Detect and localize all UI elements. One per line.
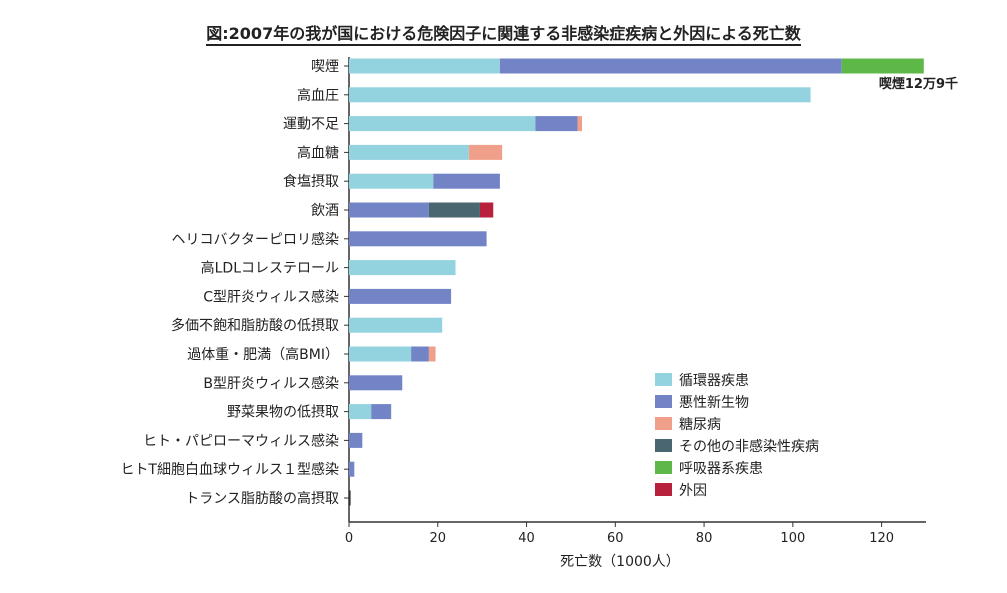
x-tick-label: 0: [345, 531, 353, 546]
chart-title-text: 図:2007年の我が国における危険因子に関連する非感染症疾病と外因による死亡数: [206, 24, 801, 46]
y-tick-label: ヘリコバクターピロリ感染: [172, 231, 339, 248]
bar-segment: [349, 260, 456, 276]
bar-segment: [499, 58, 842, 74]
bar-segment: [479, 202, 494, 218]
bar-segment: [349, 317, 443, 333]
legend-swatch: [655, 439, 672, 452]
y-tick-label: 高血圧: [297, 87, 339, 104]
bar-segment: [349, 144, 469, 160]
legend-swatch: [655, 373, 672, 386]
bar-segment: [349, 87, 811, 103]
legend-label: 糖尿病: [679, 417, 721, 433]
x-tick-label: 60: [607, 531, 624, 546]
y-tick-label: 高LDLコレステロール: [201, 260, 339, 277]
bar-segment: [841, 58, 924, 74]
legend-swatch: [655, 483, 672, 496]
bar-segment: [433, 173, 500, 189]
bar-segment: [411, 346, 429, 362]
bar-segment: [349, 346, 412, 362]
x-tick-label: 100: [780, 531, 805, 546]
legend-label: その他の非感染性疾病: [679, 438, 819, 455]
y-tick-label: C型肝炎ウィルス感染: [203, 288, 339, 305]
bar-segment: [428, 202, 480, 218]
legend-label: 悪性新生物: [679, 395, 749, 411]
y-tick-label: B型肝炎ウィルス感染: [203, 375, 339, 392]
bar-segment: [468, 144, 503, 160]
y-tick-label: ヒト・パピローマウィルス感染: [143, 432, 339, 449]
y-tick-label: 飲酒: [311, 203, 339, 219]
x-tick-label: 40: [518, 531, 535, 546]
y-tick-label: トランス脂肪酸の高摂取: [185, 490, 339, 507]
bar-annotation: 喫煙12万9千: [879, 76, 958, 92]
bar-segment: [349, 116, 536, 132]
bar-segment: [349, 461, 355, 477]
x-tick-label: 80: [696, 531, 713, 546]
chart-title: 図:2007年の我が国における危険因子に関連する非感染症疾病と外因による死亡数: [0, 20, 1007, 46]
legend-swatch: [655, 395, 672, 408]
legend-swatch: [655, 417, 672, 430]
y-tick-label: 野菜果物の低摂取: [227, 405, 339, 421]
bar-segment: [535, 116, 578, 132]
y-tick-label: 多価不飽和脂肪酸の低摂取: [171, 317, 339, 334]
bar-segment: [349, 375, 403, 391]
x-axis-label: 死亡数（1000人）: [560, 554, 680, 570]
legend-label: 外因: [679, 483, 707, 499]
bar-segment: [349, 404, 372, 420]
legend-label: 呼吸器系疾患: [679, 461, 763, 477]
bar-segment: [577, 116, 583, 132]
y-tick-label: 運動不足: [283, 117, 339, 133]
y-tick-label: 喫煙: [311, 59, 339, 75]
bar-segment: [371, 404, 392, 420]
legend-swatch: [655, 461, 672, 474]
legend-label: 循環器疾患: [679, 373, 749, 389]
y-tick-label: 食塩摂取: [283, 173, 339, 190]
x-tick-label: 120: [869, 531, 894, 546]
bar-segment: [349, 58, 500, 74]
bar-segment: [428, 346, 436, 362]
y-tick-label: ヒトT細胞白血球ウィルス１型感染: [120, 461, 339, 478]
y-tick-label: 過体重・肥満（高BMI）: [187, 346, 339, 363]
bar-segment: [349, 490, 351, 506]
bar-segment: [349, 173, 434, 189]
bar-segment: [349, 202, 429, 218]
bar-segment: [349, 288, 452, 304]
y-tick-label: 高血糖: [297, 144, 339, 161]
bar-segment: [349, 231, 487, 247]
bar-segment: [349, 432, 363, 448]
x-tick-label: 20: [429, 531, 446, 546]
